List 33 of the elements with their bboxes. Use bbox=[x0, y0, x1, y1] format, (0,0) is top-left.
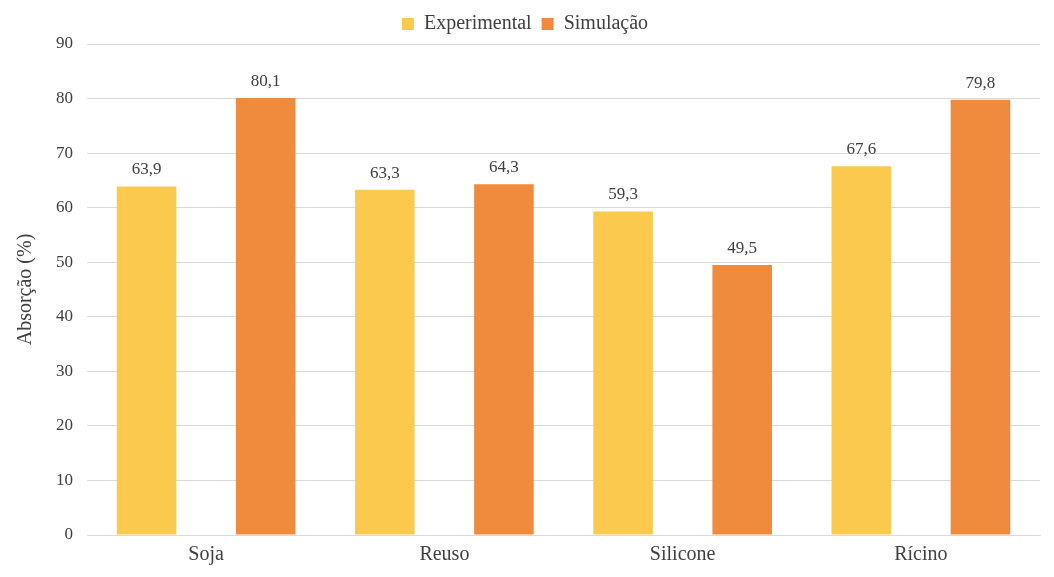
bar bbox=[116, 186, 177, 535]
y-tick-label: 90 bbox=[56, 33, 73, 53]
y-tick-label: 10 bbox=[56, 469, 73, 489]
data-label: 64,3 bbox=[489, 157, 519, 177]
bar bbox=[712, 264, 772, 535]
x-tick-label: Rícino bbox=[894, 542, 948, 565]
y-tick-label: 40 bbox=[56, 306, 73, 326]
data-label: 80,1 bbox=[250, 70, 281, 90]
legend-label: Experimental bbox=[423, 11, 533, 35]
bar bbox=[950, 99, 1011, 535]
y-tick-label: 60 bbox=[56, 197, 73, 217]
legend-label: Simulação bbox=[563, 11, 649, 35]
y-tick-label: 0 bbox=[64, 524, 73, 544]
y-tick-label: 50 bbox=[56, 251, 73, 271]
data-label: 67,6 bbox=[846, 139, 877, 159]
y-tick-label: 70 bbox=[56, 142, 73, 162]
y-axis-title: Absorção (%) bbox=[13, 233, 37, 346]
data-label: 49,5 bbox=[727, 237, 758, 257]
x-tick-label: Silicone bbox=[649, 542, 716, 565]
bar bbox=[474, 184, 534, 535]
bar bbox=[235, 98, 296, 535]
data-label: 59,3 bbox=[608, 184, 638, 204]
data-label: 63,9 bbox=[131, 159, 162, 179]
bar bbox=[593, 211, 653, 535]
data-label: 79,8 bbox=[965, 72, 996, 92]
y-tick-label: 30 bbox=[56, 360, 73, 380]
y-tick-label: 80 bbox=[56, 88, 73, 108]
bar bbox=[831, 166, 892, 535]
x-tick-label: Soja bbox=[188, 542, 225, 566]
y-tick-label: 20 bbox=[56, 415, 73, 435]
bar bbox=[355, 189, 415, 535]
x-tick-label: Reuso bbox=[419, 542, 470, 565]
data-label: 63,3 bbox=[369, 162, 400, 182]
